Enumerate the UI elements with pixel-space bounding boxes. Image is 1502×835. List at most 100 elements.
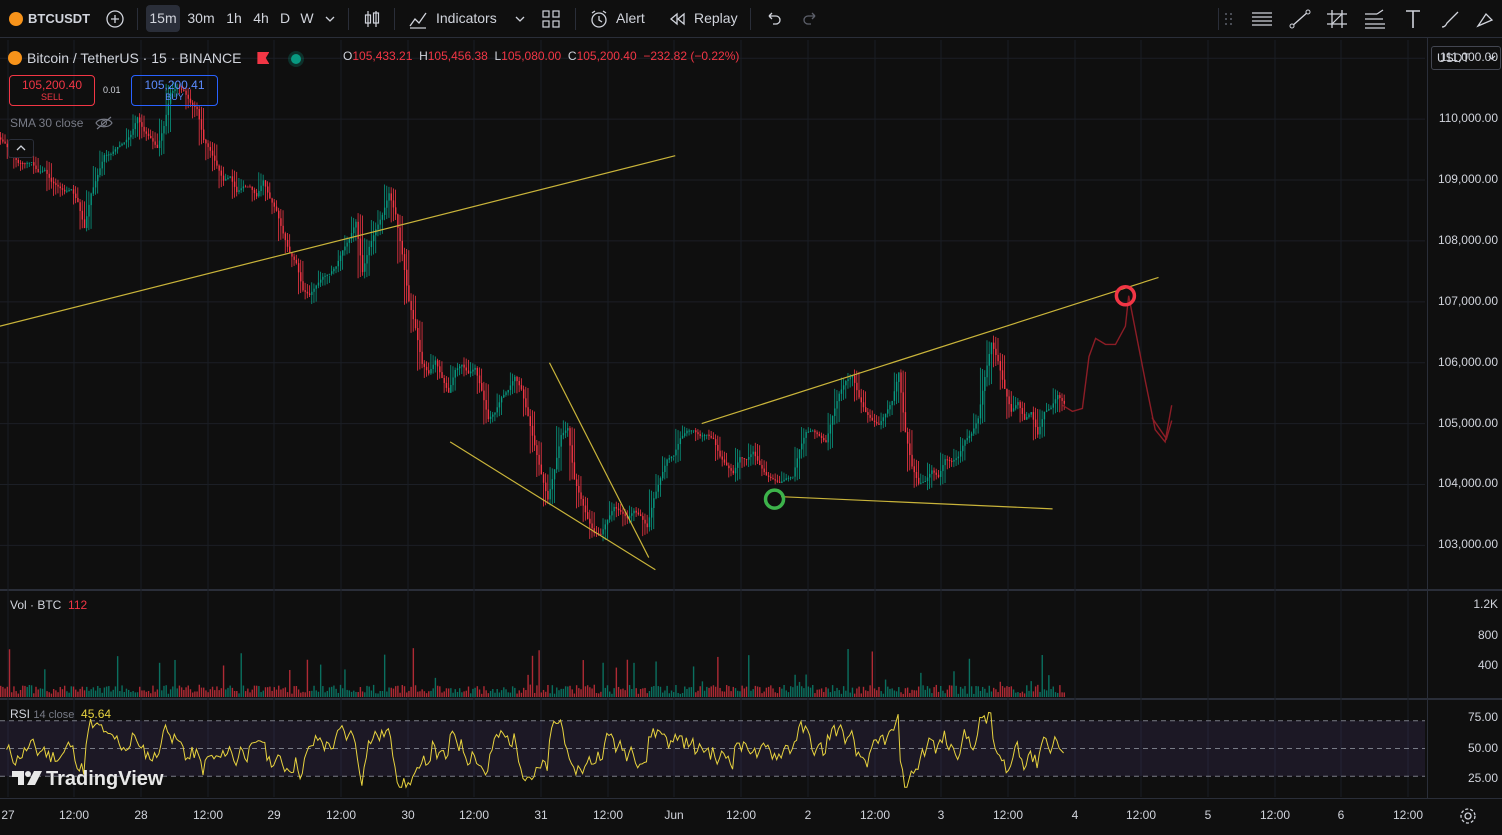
volume-bar [763,691,765,697]
candle-body [560,435,562,447]
volume-bar [1032,691,1035,697]
candle-body [639,514,642,517]
measure-tool-icon[interactable] [1475,8,1499,30]
symbol-search[interactable]: BTCUSDT [28,11,91,26]
volume-bar [348,690,351,697]
volume-bar [156,689,159,697]
candle-body [399,227,401,242]
candle-body [474,367,476,370]
candle-body [492,414,494,417]
volume-bar [255,685,258,697]
sma-indicator-label[interactable]: SMA 30 close [10,116,113,130]
candle-body [220,170,223,176]
drag-handle-icon[interactable] [1222,8,1236,30]
candle-type-icon[interactable] [361,8,383,30]
candle-body [311,291,313,295]
volume-pane-legend[interactable]: Vol · BTC 112 [10,598,88,612]
volume-bar [765,687,768,697]
collapse-legend-button[interactable] [8,139,34,158]
candle-body [681,435,684,439]
indicators-button[interactable]: Indicators [436,10,497,26]
chevron-down-icon[interactable] [510,8,530,30]
volume-bar [562,688,565,697]
indicators-icon[interactable] [407,8,429,30]
pattern-tool-icon[interactable] [1363,8,1387,30]
volume-bar [876,690,878,697]
fib-grid-icon[interactable] [1325,8,1349,30]
candle-body [827,433,829,443]
interval-1h[interactable]: 1h [226,10,242,26]
volume-bar [953,671,955,697]
settings-gear-icon[interactable] [1458,806,1478,826]
eye-hidden-icon[interactable] [95,116,113,130]
candle-body [273,202,276,207]
replay-icon[interactable] [666,8,688,30]
interval-d[interactable]: D [279,10,291,26]
volume-bar [679,693,682,697]
candle-body [225,179,227,181]
candle-body [534,435,536,446]
candle-body [275,206,278,211]
candle-body [430,368,432,374]
layouts-icon[interactable] [540,8,562,30]
interval-15m[interactable]: 15m [146,5,180,32]
rsi-pane-legend[interactable]: RSI 14 close 45.64 [10,707,112,721]
candle-body [322,276,324,280]
horizontal-lines-icon[interactable] [1250,8,1274,30]
sell-button[interactable]: 105,200.40 SELL [9,75,95,106]
volume-bar [37,689,39,697]
candle-body [156,144,159,149]
candle-body [770,476,772,479]
chevron-down-icon[interactable] [320,8,340,30]
interval-4h[interactable]: 4h [253,10,269,26]
volume-bar [244,691,247,697]
volume-bar [15,691,17,697]
candle-body [1059,395,1061,399]
volume-bar [130,692,132,697]
candle-body [209,146,212,151]
candle-body [717,444,719,451]
volume-bar [1006,686,1008,697]
candle-body [125,139,128,143]
replay-button[interactable]: Replay [694,10,738,26]
candle-body [97,174,99,182]
volume-bar [372,684,375,697]
add-symbol-icon[interactable] [104,8,126,30]
volume-bar [586,685,589,697]
volume-bar [730,691,732,697]
candle-body [26,162,28,164]
trend-line-icon[interactable] [1288,8,1312,30]
tradingview-logo[interactable]: TradingView [12,768,163,791]
volume-bar [397,685,399,697]
volume-bar [514,687,516,697]
brush-tool-icon[interactable] [1439,8,1463,30]
rsi-band [0,720,1425,777]
market-open-icon [291,54,302,64]
candle-body [979,404,982,419]
candle-body [231,176,234,182]
buy-button[interactable]: 105,200.41 BUY [131,75,218,106]
currency-select[interactable]: USDT [1431,46,1501,70]
alert-button[interactable]: Alert [616,10,645,26]
time-tick-label: 12:00 [1392,808,1424,822]
candle-body [419,339,421,353]
flag-icon[interactable] [257,52,270,64]
volume-bar [1039,691,1041,697]
undo-icon[interactable] [762,8,784,30]
redo-icon[interactable] [800,8,822,30]
alert-clock-icon[interactable] [588,8,610,30]
volume-bar [127,689,130,697]
volume-bar [11,692,13,697]
time-tick-label: 27 [1,808,15,822]
text-tool-icon[interactable] [1401,8,1425,30]
candle-body [428,370,430,374]
volume-bar [692,666,695,697]
volume-bar [1043,689,1046,697]
candle-body [319,279,322,283]
interval-w[interactable]: W [300,10,314,26]
candle-body [787,477,790,479]
volume-bar [178,685,181,697]
volume-bar [489,690,492,697]
interval-30m[interactable]: 30m [187,10,215,26]
